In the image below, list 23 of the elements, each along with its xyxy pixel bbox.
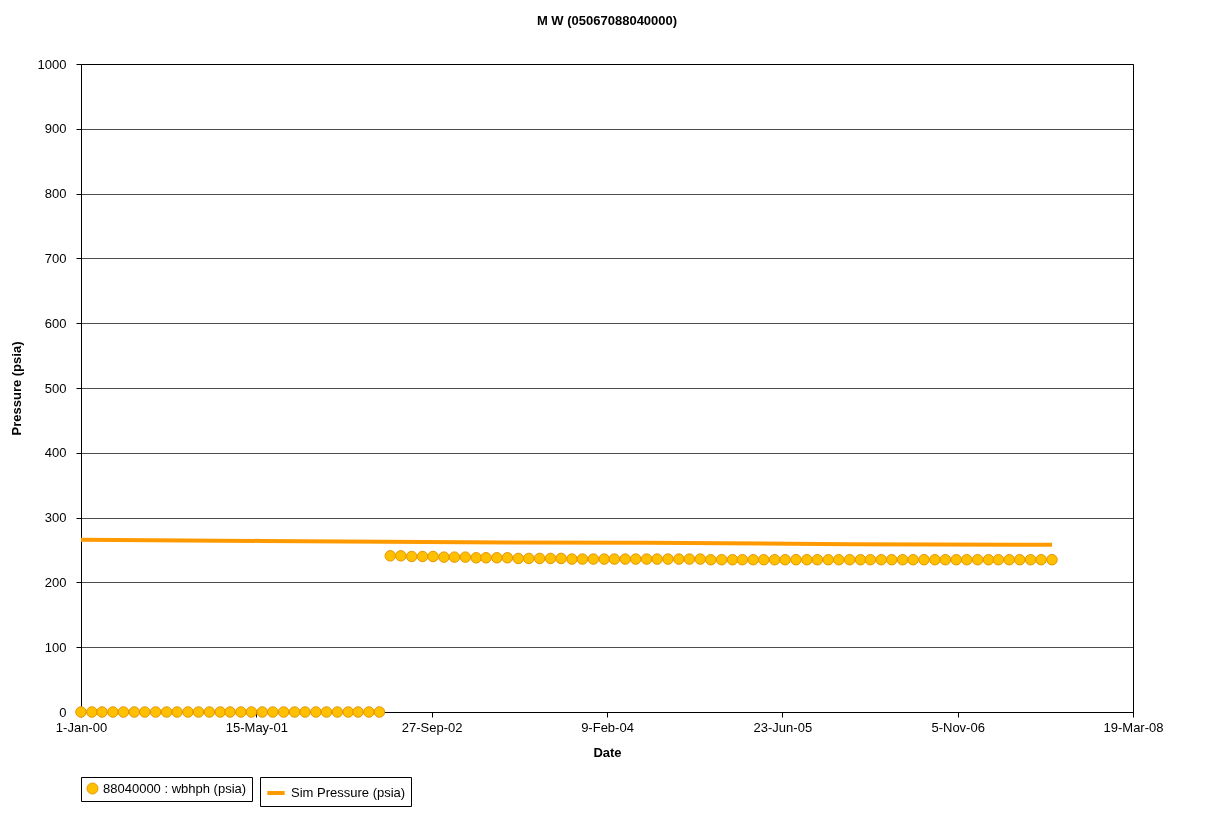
x-axis-title: Date <box>593 744 622 760</box>
x-tick-label: 23-Jun-05 <box>753 719 813 735</box>
y-tick-label: 0 <box>59 704 67 720</box>
y-tick-label: 100 <box>44 639 67 655</box>
x-tick-label: 9-Feb-04 <box>581 719 634 735</box>
y-tick-label: 800 <box>44 186 67 202</box>
x-tick-label: 27-Sep-02 <box>401 719 463 735</box>
y-tick-label: 900 <box>44 121 67 137</box>
x-tick-label: 1-Jan-00 <box>55 719 108 735</box>
y-tick-label: 500 <box>44 380 67 396</box>
chart-title: M W (05067088040000) <box>536 13 678 28</box>
y-axis-title: Pressure (psia) <box>8 341 24 436</box>
x-tick-label: 5-Nov-06 <box>931 719 985 735</box>
y-tick-label: 300 <box>44 510 67 526</box>
y-tick-label: 400 <box>44 445 67 461</box>
legend-label: Sim Pressure (psia) <box>291 785 406 800</box>
y-tick-label: 200 <box>44 574 67 590</box>
y-tick-label: 600 <box>44 315 67 331</box>
y-tick-label: 1000 <box>37 56 67 72</box>
x-tick-label: 19-Mar-08 <box>1103 719 1164 735</box>
y-tick-label: 700 <box>44 250 67 266</box>
legend-label: 88040000 : wbhph (psia) <box>103 780 247 796</box>
x-tick-label: 15-May-01 <box>225 719 288 735</box>
